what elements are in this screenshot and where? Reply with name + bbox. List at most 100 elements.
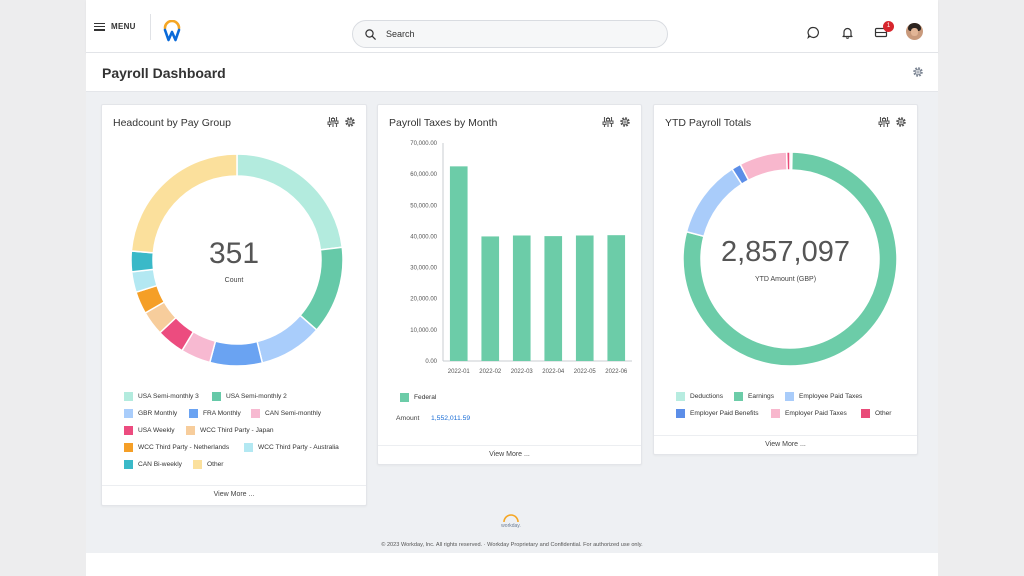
legend-item[interactable]: Employer Paid Taxes xyxy=(771,409,847,418)
chat-icon[interactable] xyxy=(807,26,820,39)
donut-segment[interactable] xyxy=(256,314,318,364)
legend-item[interactable]: Earnings xyxy=(734,392,774,401)
divider xyxy=(150,14,151,40)
bar[interactable] xyxy=(544,236,563,361)
inbox-icon[interactable] xyxy=(874,26,888,39)
legend-label: USA Weekly xyxy=(138,427,175,434)
donut-segment[interactable] xyxy=(739,151,788,182)
bar[interactable] xyxy=(607,235,626,361)
legend-label: WCC Third Party - Japan xyxy=(200,427,274,434)
legend-item[interactable]: FRA Monthly xyxy=(189,409,241,418)
card-title: Payroll Taxes by Month xyxy=(389,117,498,129)
legend-item[interactable]: GBR Monthly xyxy=(124,409,177,418)
legend-item[interactable]: Other xyxy=(193,460,224,469)
legend-swatch xyxy=(124,392,133,401)
gear-icon[interactable] xyxy=(344,116,356,128)
legend-label: Employee Paid Taxes xyxy=(799,393,863,400)
search-input[interactable]: Search xyxy=(352,20,668,48)
donut-segment[interactable] xyxy=(785,151,791,171)
gear-icon[interactable] xyxy=(619,116,631,128)
filter-settings-icon[interactable] xyxy=(878,116,890,128)
legend-item[interactable]: CAN Semi-monthly xyxy=(251,409,321,418)
ytd-total-label: YTD Amount (GBP) xyxy=(754,276,817,283)
legend-swatch xyxy=(124,460,133,469)
donut-segment[interactable] xyxy=(685,167,743,238)
legend-label: Earnings xyxy=(748,393,775,400)
divider xyxy=(654,435,917,436)
legend-item[interactable]: Federal xyxy=(400,393,436,402)
ytd-total: 2,857,097 xyxy=(720,236,850,268)
workday-logo-icon[interactable] xyxy=(162,20,182,42)
footer-logo-text: workday. xyxy=(501,523,521,529)
legend-label: Employer Paid Benefits xyxy=(690,410,759,417)
legend-item[interactable]: Employer Paid Benefits xyxy=(676,409,759,418)
legend-swatch xyxy=(734,392,743,401)
legend-item[interactable]: Deductions xyxy=(676,392,723,401)
donut-segment[interactable] xyxy=(236,153,344,251)
y-tick-label: 0.00 xyxy=(425,359,437,365)
legend-swatch xyxy=(186,426,195,435)
legend-swatch xyxy=(124,426,133,435)
y-tick-label: 10,000.00 xyxy=(410,328,437,334)
donut-segment[interactable] xyxy=(682,151,898,367)
legend-swatch xyxy=(785,392,794,401)
view-more-link[interactable]: View More ... xyxy=(765,441,806,448)
legend-label: CAN Bi-weekly xyxy=(138,461,182,468)
avatar[interactable] xyxy=(906,23,923,40)
filter-settings-icon[interactable] xyxy=(602,116,614,128)
amount-value-link[interactable]: 1,552,011.59 xyxy=(431,415,471,422)
legend-item[interactable]: USA Semi-monthly 2 xyxy=(212,392,287,401)
legend-item[interactable]: WCC Third Party - Netherlands xyxy=(124,443,229,452)
divider xyxy=(102,485,366,486)
legend-label: Deductions xyxy=(690,393,723,400)
y-tick-label: 50,000.00 xyxy=(410,203,437,209)
headcount-donut-chart xyxy=(130,153,344,367)
legend-item[interactable]: WCC Third Party - Australia xyxy=(244,443,339,452)
legend-label: USA Semi-monthly 2 xyxy=(226,393,287,400)
gear-icon[interactable] xyxy=(895,116,907,128)
hamburger-icon xyxy=(94,22,105,31)
legend-label: WCC Third Party - Netherlands xyxy=(138,444,230,451)
footer-copyright: © 2023 Workday, Inc. All rights reserved… xyxy=(381,542,643,548)
legend-swatch xyxy=(189,409,198,418)
legend-swatch xyxy=(676,392,685,401)
legend-label: CAN Semi-monthly xyxy=(265,410,322,417)
legend-label: Other xyxy=(875,410,892,417)
y-tick-label: 40,000.00 xyxy=(410,234,437,240)
bar[interactable] xyxy=(512,235,531,361)
legend-swatch xyxy=(124,443,133,452)
legend-swatch xyxy=(251,409,260,418)
view-more-link[interactable]: View More ... xyxy=(489,451,530,458)
search-icon xyxy=(365,28,376,40)
payroll-taxes-card: Payroll Taxes by Month 0.00 10,000.00 20,0… xyxy=(377,104,642,465)
gear-icon[interactable] xyxy=(912,66,924,78)
legend-label: USA Semi-monthly 3 xyxy=(138,393,199,400)
inbox-badge: 1 xyxy=(883,21,894,32)
menu-button[interactable]: MENU xyxy=(94,22,136,31)
bar[interactable] xyxy=(449,166,468,361)
legend-item[interactable]: USA Weekly xyxy=(124,426,175,435)
legend-item[interactable]: Other xyxy=(861,409,892,418)
payroll-taxes-bar-chart: 0.00 10,000.00 20,000.00 30,000.00 40,000.00… xyxy=(410,141,632,375)
y-tick-label: 20,000.00 xyxy=(410,297,437,303)
bar[interactable] xyxy=(481,236,500,361)
legend-item[interactable]: USA Semi-monthly 3 xyxy=(124,392,199,401)
legend-item[interactable]: CAN Bi-weekly xyxy=(124,460,182,469)
donut-segment[interactable] xyxy=(208,340,264,367)
bar[interactable] xyxy=(575,235,594,361)
legend-item[interactable]: Employee Paid Taxes xyxy=(785,392,862,401)
menu-label: MENU xyxy=(111,22,136,31)
view-more-link[interactable]: View More ... xyxy=(213,491,255,498)
donut-segment[interactable] xyxy=(130,153,238,254)
amount-label: Amount xyxy=(396,415,420,422)
filter-settings-icon[interactable] xyxy=(327,116,339,128)
legend-item[interactable]: WCC Third Party - Japan xyxy=(186,426,274,435)
legend-label: GBR Monthly xyxy=(138,410,178,417)
headcount-total-label: Count xyxy=(224,277,244,284)
headcount-card: Headcount by Pay Group 351 Count USA Sem… xyxy=(101,104,367,506)
legend-label: FRA Monthly xyxy=(203,410,241,417)
legend-swatch xyxy=(771,409,780,418)
x-tick-label: 2022-01 xyxy=(448,369,471,375)
bell-icon[interactable] xyxy=(841,26,854,39)
legend-label: Employer Paid Taxes xyxy=(785,410,847,417)
